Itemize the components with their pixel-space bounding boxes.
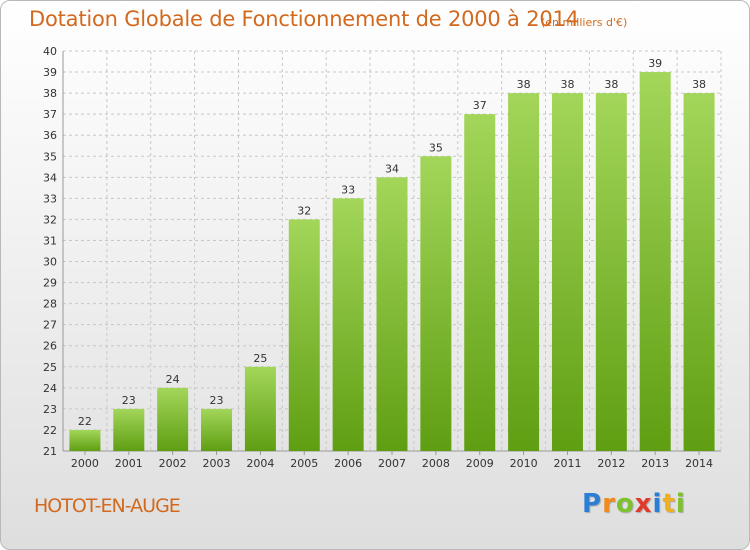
logo-letter: i [675, 489, 686, 519]
y-tick-label: 29 [43, 277, 57, 290]
x-tick-label: 2006 [334, 457, 362, 470]
y-tick-label: 22 [43, 424, 57, 437]
bar [464, 114, 496, 451]
x-tick-label: 2008 [422, 457, 450, 470]
x-tick-label: 2013 [641, 457, 669, 470]
x-tick-label: 2002 [159, 457, 187, 470]
y-tick-label: 28 [43, 298, 57, 311]
bar [639, 72, 671, 451]
y-tick-label: 33 [43, 192, 57, 205]
bar [376, 177, 408, 451]
y-tick-label: 39 [43, 66, 57, 79]
data-label: 38 [692, 78, 706, 91]
bar [551, 93, 583, 452]
data-label: 38 [517, 78, 531, 91]
y-tick-label: 38 [43, 87, 57, 100]
y-tick-label: 32 [43, 213, 57, 226]
bar [420, 156, 452, 451]
logo-letter: r [602, 489, 616, 519]
logo-letter: x [634, 489, 653, 519]
bar [201, 408, 233, 451]
x-tick-label: 2011 [553, 457, 581, 470]
bar [244, 366, 276, 451]
commune-name: HOTOT-EN-AUGE [34, 495, 181, 517]
y-tick-label: 27 [43, 319, 57, 332]
logo-letter: o [615, 489, 635, 519]
data-label: 25 [253, 352, 267, 365]
x-tick-labels: 2000 2001 2002 2003 2004 2005 2006 2007 2008 2009… [71, 457, 713, 470]
data-label: 23 [210, 394, 224, 407]
y-tick-label: 21 [43, 445, 57, 458]
x-tick-label: 2001 [115, 457, 143, 470]
y-tick-label: 26 [43, 340, 57, 353]
y-tick-label: 35 [43, 150, 57, 163]
x-tick-label: 2010 [510, 457, 538, 470]
logo-letter: t [662, 489, 676, 519]
bar [332, 198, 364, 451]
data-label: 38 [560, 78, 574, 91]
y-tick-label: 30 [43, 256, 57, 269]
y-tick-labels: 21 22 23 24 25 26 27 28 29 30 31 32 33 34 35 36 37 38 39 40 [43, 45, 57, 458]
bar [113, 408, 145, 451]
data-label: 34 [385, 162, 399, 175]
x-tick-label: 2003 [203, 457, 231, 470]
data-label: 39 [648, 57, 662, 70]
x-tick-label: 2000 [71, 457, 99, 470]
x-tick-label: 2004 [246, 457, 274, 470]
y-tick-label: 40 [43, 45, 57, 58]
y-tick-label: 24 [43, 382, 57, 395]
data-labels: 22 23 24 23 25 32 33 34 35 37 38 38 38 39 38 [78, 57, 706, 428]
data-label: 33 [341, 183, 355, 196]
logo-letter: P [582, 489, 603, 519]
bar [157, 387, 189, 451]
x-tick-label: 2009 [466, 457, 494, 470]
logo-letter: i [652, 489, 663, 519]
chart-title: Dotation Globale de Fonctionnement de 20… [29, 7, 579, 31]
y-tick-label: 34 [43, 171, 57, 184]
data-label: 37 [473, 99, 487, 112]
x-tick-label: 2012 [597, 457, 625, 470]
data-label: 23 [122, 394, 136, 407]
bar [595, 93, 627, 452]
proxiti-logo[interactable]: Proxiti [582, 489, 686, 519]
data-label: 38 [604, 78, 618, 91]
data-label: 22 [78, 415, 92, 428]
y-tick-label: 36 [43, 129, 57, 142]
bars [69, 72, 715, 452]
data-label: 24 [166, 373, 180, 386]
y-tick-label: 31 [43, 234, 57, 247]
x-tick-label: 2005 [290, 457, 318, 470]
bar [683, 93, 715, 452]
chart-subtitle: (en milliers d'€) [541, 16, 628, 29]
bar [508, 93, 540, 452]
bar [69, 429, 101, 451]
x-tick-label: 2007 [378, 457, 406, 470]
y-tick-label: 37 [43, 108, 57, 121]
y-tick-label: 25 [43, 361, 57, 374]
data-label: 35 [429, 141, 443, 154]
bar [288, 219, 320, 451]
data-label: 32 [297, 204, 311, 217]
x-tick-label: 2014 [685, 457, 713, 470]
y-tick-label: 23 [43, 403, 57, 416]
